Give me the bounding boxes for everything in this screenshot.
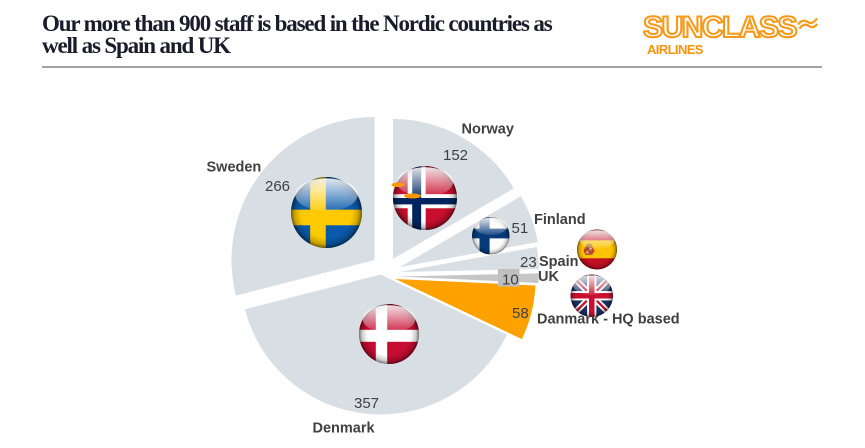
svg-text:Danmark - HQ based: Danmark - HQ based [537, 312, 680, 328]
svg-text:Finland: Finland [534, 212, 586, 228]
svg-text:58: 58 [512, 305, 529, 322]
svg-text:152: 152 [443, 147, 468, 164]
svg-text:Spain: Spain [539, 254, 578, 270]
svg-text:357: 357 [354, 395, 379, 412]
svg-text:Norway: Norway [462, 122, 514, 138]
svg-text:UK: UK [538, 269, 559, 285]
svg-text:Denmark: Denmark [313, 421, 376, 437]
svg-text:10: 10 [502, 272, 519, 289]
svg-text:51: 51 [512, 220, 529, 237]
svg-text:266: 266 [265, 178, 290, 195]
svg-text:23: 23 [520, 254, 537, 271]
svg-text:Sweden: Sweden [207, 160, 262, 176]
